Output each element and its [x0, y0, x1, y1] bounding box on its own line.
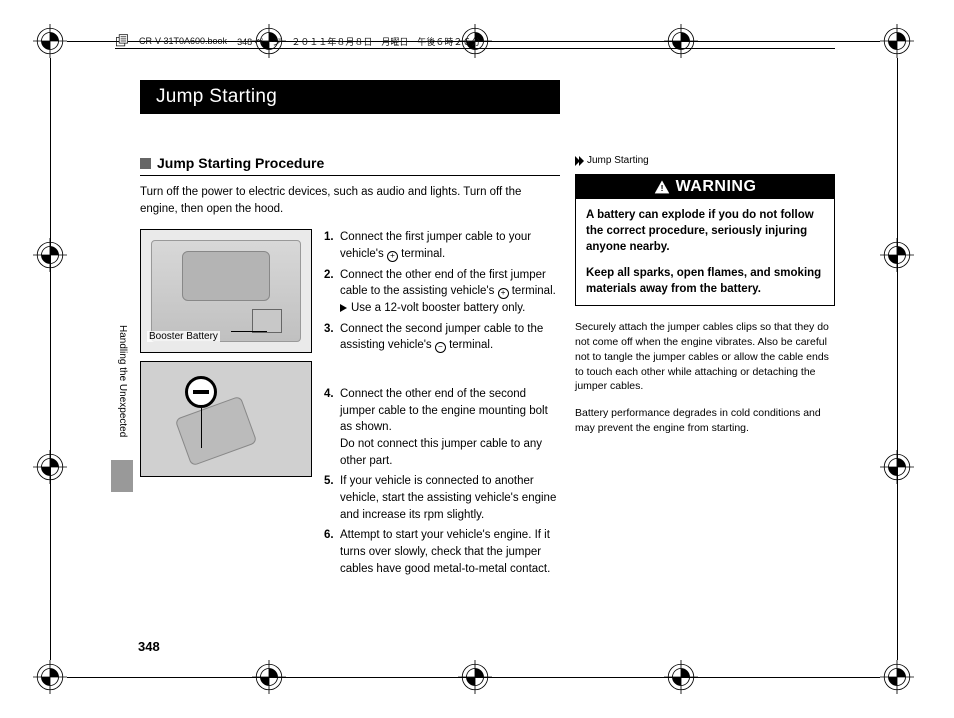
page-number: 348: [138, 639, 160, 654]
warning-p2: Keep all sparks, open flames, and smokin…: [586, 265, 824, 297]
chapter-tab-label: Handling the Unexpected: [116, 325, 128, 437]
cross-reference: Jump Starting: [575, 155, 835, 166]
step-item: Connect the first jumper cable to your v…: [324, 229, 560, 262]
crop-line: [67, 677, 880, 678]
steps-column: Connect the first jumper cable to your v…: [324, 229, 560, 581]
meta-pageref: 348 ページ: [237, 35, 281, 48]
meta-rule: [115, 48, 835, 49]
intro-paragraph: Turn off the power to electric devices, …: [140, 184, 560, 217]
warning-title: WARNING: [676, 178, 757, 196]
step-item: Connect the other end of the first jumpe…: [324, 267, 560, 317]
note-2: Battery performance degrades in cold con…: [575, 406, 835, 435]
engine-bolt-illustration: [140, 361, 312, 477]
registration-mark-icon: [880, 660, 914, 694]
warning-p1: A battery can explode if you do not foll…: [586, 207, 824, 255]
warning-header: ! WARNING: [576, 175, 834, 199]
registration-mark-icon: [33, 660, 67, 694]
note-1: Securely attach the jumper cables clips …: [575, 320, 835, 393]
plus-terminal-icon: +: [498, 288, 509, 299]
page-title: Jump Starting: [156, 86, 277, 108]
booster-battery-label: Booster Battery: [147, 331, 220, 342]
crop-line: [50, 58, 51, 660]
svg-text:!: !: [660, 183, 663, 193]
chapter-tab-block: [111, 460, 133, 492]
warning-box: ! WARNING A battery can explode if you d…: [575, 174, 835, 306]
step-extra: Do not connect this jumper cable to any …: [340, 436, 560, 469]
registration-mark-icon: [880, 24, 914, 58]
warning-triangle-icon: !: [654, 180, 670, 194]
engine-bay-illustration: Booster Battery: [140, 229, 312, 353]
triangle-bullet-icon: [340, 304, 347, 312]
minus-terminal-icon: −: [435, 342, 446, 353]
registration-mark-icon: [33, 24, 67, 58]
xref-text: Jump Starting: [587, 155, 649, 166]
plus-terminal-icon: +: [387, 251, 398, 262]
steps-list-a: Connect the first jumper cable to your v…: [324, 229, 560, 354]
main-column: Jump Starting Procedure Turn off the pow…: [140, 155, 560, 581]
step-item: If your vehicle is connected to another …: [324, 473, 560, 523]
meta-date: ２０１１年８月８日 月曜日 午後６時２６分: [291, 35, 480, 48]
section-bullet-icon: [140, 158, 151, 169]
side-column: Jump Starting ! WARNING A battery can ex…: [575, 155, 835, 447]
crop-line: [897, 58, 898, 660]
section-heading: Jump Starting Procedure: [140, 155, 560, 176]
step-item: Connect the other end of the second jump…: [324, 386, 560, 469]
steps-list-b: Connect the other end of the second jump…: [324, 386, 560, 577]
illustration-column: Booster Battery: [140, 229, 312, 581]
page-title-band: Jump Starting: [140, 80, 560, 114]
step-item: Connect the second jumper cable to the a…: [324, 321, 560, 354]
step-item: Attempt to start your vehicle's engine. …: [324, 527, 560, 577]
meta-filename: CR-V-31T0A600.book: [139, 36, 227, 46]
step-substep: Use a 12-volt booster battery only.: [340, 300, 560, 317]
chevron-icon: [575, 156, 584, 166]
section-heading-text: Jump Starting Procedure: [157, 155, 324, 171]
print-metadata: CR-V-31T0A600.book 348 ページ ２０１１年８月８日 月曜日…: [115, 34, 480, 48]
